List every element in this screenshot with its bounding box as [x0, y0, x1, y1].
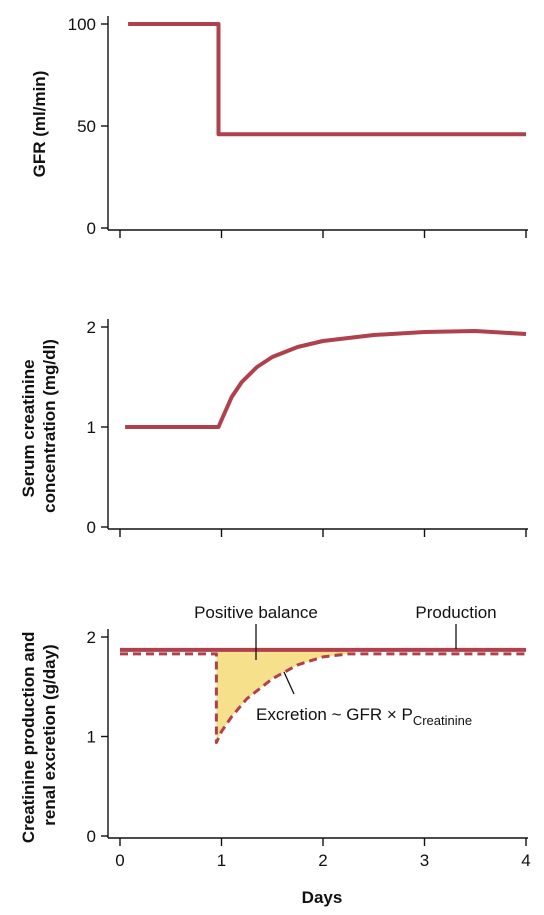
- creat-series-line: [125, 329, 527, 429]
- balance-y-tick-label: 0: [87, 827, 96, 846]
- creatinine-axis-label-line-1: Serum creatinine: [19, 359, 38, 497]
- gfr-axis-label: GFR (ml/min): [30, 71, 49, 178]
- balance-y-tick-label: 2: [87, 628, 96, 647]
- balance-panel: Creatinine production and renal excretio…: [19, 603, 531, 907]
- balance-x-tick-label: 3: [420, 851, 429, 870]
- balance-x-tick-label: 4: [521, 851, 530, 870]
- production-label: Production: [415, 603, 496, 622]
- creat-y-tick-label: 0: [87, 518, 96, 537]
- balance-x-tick-label: 1: [217, 851, 226, 870]
- balance-x-tick-label: 0: [115, 851, 124, 870]
- excretion-leader: [283, 671, 295, 695]
- creat-y-tick-label: 1: [87, 418, 96, 437]
- gfr-panel: GFR (ml/min) 0 50 100: [30, 15, 528, 238]
- balance-axis-label-line-2: renal excretion (g/day): [40, 644, 59, 825]
- creatinine-axis-label: Serum creatinine concentration (mg/dl): [19, 339, 59, 513]
- gfr-y-tick-label: 100: [68, 15, 96, 34]
- creatinine-panel: Serum creatinine concentration (mg/dl) 0…: [19, 318, 528, 537]
- gfr-y-tick-label: 0: [87, 219, 96, 238]
- creatinine-axis-label-line-2: concentration (mg/dl): [40, 339, 59, 513]
- positive-balance-area: [216, 649, 349, 743]
- gfr-series-line: [128, 22, 526, 137]
- balance-axis-label-line-1: Creatinine production and: [19, 632, 38, 844]
- creat-y-tick-label: 2: [87, 318, 96, 337]
- balance-axis-label: Creatinine production and renal excretio…: [19, 627, 59, 843]
- balance-y-tick-label: 1: [87, 728, 96, 747]
- excretion-label: Excretion ~ GFR × PCreatinine: [256, 705, 472, 728]
- gfr-y-tick-label: 50: [77, 117, 96, 136]
- balance-excretion-line: [120, 652, 526, 744]
- days-axis-label: Days: [302, 888, 343, 907]
- excretion-label-main: Excretion ~ GFR × P: [256, 705, 413, 724]
- positive-balance-label: Positive balance: [194, 603, 318, 622]
- excretion-label-subscript: Creatinine: [413, 713, 472, 728]
- balance-x-tick-label: 2: [318, 851, 327, 870]
